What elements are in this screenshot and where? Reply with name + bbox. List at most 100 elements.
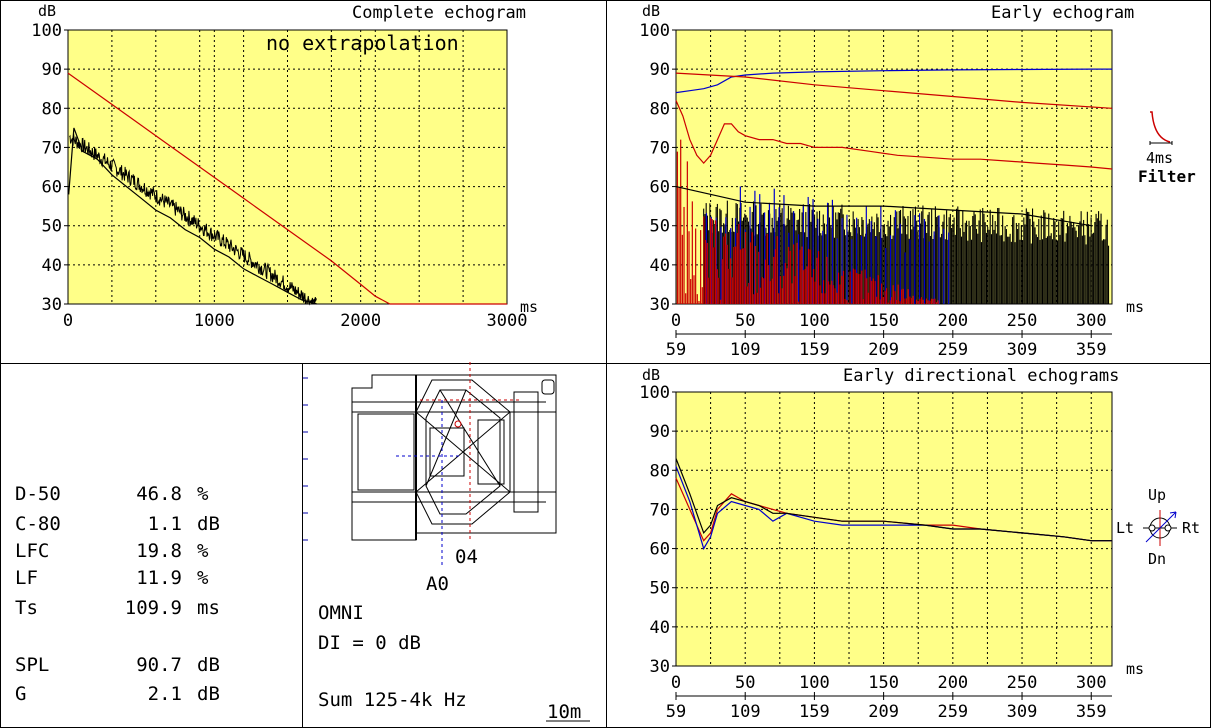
secondary-x-tick-label: 159 xyxy=(799,340,830,360)
metric-unit: dB xyxy=(197,683,220,705)
decay-noise-line xyxy=(69,133,317,306)
secondary-x-tick-label: 259 xyxy=(937,340,968,360)
complete-series xyxy=(67,72,507,306)
metric-value: 46.8 xyxy=(136,483,182,505)
y-tick-label: 80 xyxy=(650,461,670,481)
directional-xlabel: ms xyxy=(1126,660,1144,678)
x-tick-label: 200 xyxy=(937,673,968,693)
metric-name: LF xyxy=(15,567,38,589)
directional-series xyxy=(675,458,1112,551)
direction-compass-icon xyxy=(1143,510,1177,546)
early-title: Early echogram xyxy=(991,3,1134,23)
secondary-x-tick-label: 359 xyxy=(1076,702,1107,722)
early-y-ticks: 100 90 80 70 60 50 40 30 xyxy=(639,21,676,315)
filter-value: 4ms xyxy=(1146,149,1173,167)
y-tick-label: 70 xyxy=(42,138,62,158)
x-tick-label: 0 xyxy=(671,311,681,331)
y-tick-label: 80 xyxy=(650,99,670,119)
secondary-x-tick-label: 159 xyxy=(799,702,830,722)
compass-right-label: Rt xyxy=(1182,519,1200,537)
y-tick-label: 70 xyxy=(650,138,670,158)
x-tick-label: 0 xyxy=(671,673,681,693)
metric-unit: % xyxy=(197,567,209,589)
secondary-x-tick-label: 209 xyxy=(868,340,899,360)
metric-value: 109.9 xyxy=(125,597,182,619)
compass-down-label: Dn xyxy=(1148,550,1166,568)
x-tick-label: 150 xyxy=(868,673,899,693)
directional-ylabel: dB xyxy=(642,366,660,384)
secondary-x-tick-label: 109 xyxy=(730,340,761,360)
frequency-band: Sum 125-4k Hz xyxy=(318,689,467,711)
metric-value: 90.7 xyxy=(136,654,182,676)
early-x-ticks-offset: 59 109 159 209 259 309 359 xyxy=(666,330,1112,360)
y-tick-label: 70 xyxy=(650,500,670,520)
metric-name: C-80 xyxy=(15,513,61,535)
metric-unit: dB xyxy=(197,513,220,535)
y-tick-label: 50 xyxy=(650,579,670,599)
x-tick-label: 50 xyxy=(735,311,755,331)
x-tick-label: 300 xyxy=(1076,673,1107,693)
scale-label: 10m xyxy=(547,701,581,723)
x-tick-label: 3000 xyxy=(487,311,528,331)
compass-left-label: Lt xyxy=(1116,519,1134,537)
series-line xyxy=(67,72,507,305)
y-tick-label: 30 xyxy=(650,657,670,677)
series-line xyxy=(675,72,1113,109)
room-outline-drawing xyxy=(351,374,557,541)
y-tick-label: 60 xyxy=(650,540,670,560)
series-line xyxy=(675,458,1112,542)
compass-up-label: Up xyxy=(1148,486,1166,504)
early-series xyxy=(675,68,1113,227)
y-tick-label: 60 xyxy=(650,178,670,198)
y-tick-label: 40 xyxy=(650,256,670,276)
metric-value: 1.1 xyxy=(148,513,182,535)
x-tick-label: 50 xyxy=(735,673,755,693)
y-tick-label: 30 xyxy=(42,295,62,315)
y-tick-label: 50 xyxy=(650,217,670,237)
complete-xlabel: ms xyxy=(520,298,538,316)
metric-name: G xyxy=(15,683,26,705)
y-tick-label: 100 xyxy=(639,383,670,403)
source-label: A0 xyxy=(426,573,449,595)
series-line xyxy=(675,100,1113,170)
directional-x-ticks-offset: 59 109 159 209 259 309 359 xyxy=(666,692,1112,722)
receiver-label: 04 xyxy=(455,546,478,568)
series-line xyxy=(675,186,1092,227)
secondary-x-tick-label: 209 xyxy=(868,702,899,722)
y-tick-label: 80 xyxy=(42,99,62,119)
metric-value: 11.9 xyxy=(136,567,182,589)
x-tick-label: 150 xyxy=(868,311,899,331)
x-tick-label: 100 xyxy=(799,673,830,693)
y-tick-label: 90 xyxy=(650,60,670,80)
metric-unit: dB xyxy=(197,654,220,676)
x-tick-label: 250 xyxy=(1007,311,1038,331)
complete-title: Complete echogram xyxy=(352,3,526,23)
metric-name: SPL xyxy=(15,654,49,676)
metric-unit: ms xyxy=(197,597,220,619)
x-tick-label: 300 xyxy=(1076,311,1107,331)
secondary-x-tick-label: 59 xyxy=(666,340,686,360)
no-extrapolation-note: no extrapolation xyxy=(266,31,459,55)
directional-echogram-chart: Early directional echograms dB ms 100 90 8… xyxy=(639,366,1200,722)
secondary-x-tick-label: 359 xyxy=(1076,340,1107,360)
secondary-x-tick-label: 259 xyxy=(937,702,968,722)
x-tick-label: 0 xyxy=(63,311,73,331)
metric-name: LFC xyxy=(15,540,49,562)
directivity-mode: OMNI xyxy=(318,602,364,624)
directional-title: Early directional echograms xyxy=(843,366,1119,386)
receiver-marker-icon xyxy=(454,420,462,428)
secondary-x-tick-label: 309 xyxy=(1007,340,1038,360)
directional-plot-area xyxy=(675,391,1113,667)
x-tick-label: 100 xyxy=(799,311,830,331)
directivity-index: DI = 0 dB xyxy=(318,632,421,654)
early-echogram-chart: Early echogram dB ms 100 90 80 70 60 50 40 30 0… xyxy=(639,2,1196,360)
y-tick-label: 90 xyxy=(42,60,62,80)
early-xlabel: ms xyxy=(1126,298,1144,316)
metric-unit: % xyxy=(197,483,209,505)
acoustic-metrics-list: D-50 46.8 % C-80 1.1 dB LFC 19.8 % LF 11.9 % Ts 109.9… xyxy=(15,483,220,705)
early-reflection-bars xyxy=(676,139,1110,304)
y-tick-label: 50 xyxy=(42,217,62,237)
complete-x-ticks: 0 1000 2000 3000 xyxy=(63,311,528,331)
y-tick-label: 100 xyxy=(31,21,62,41)
